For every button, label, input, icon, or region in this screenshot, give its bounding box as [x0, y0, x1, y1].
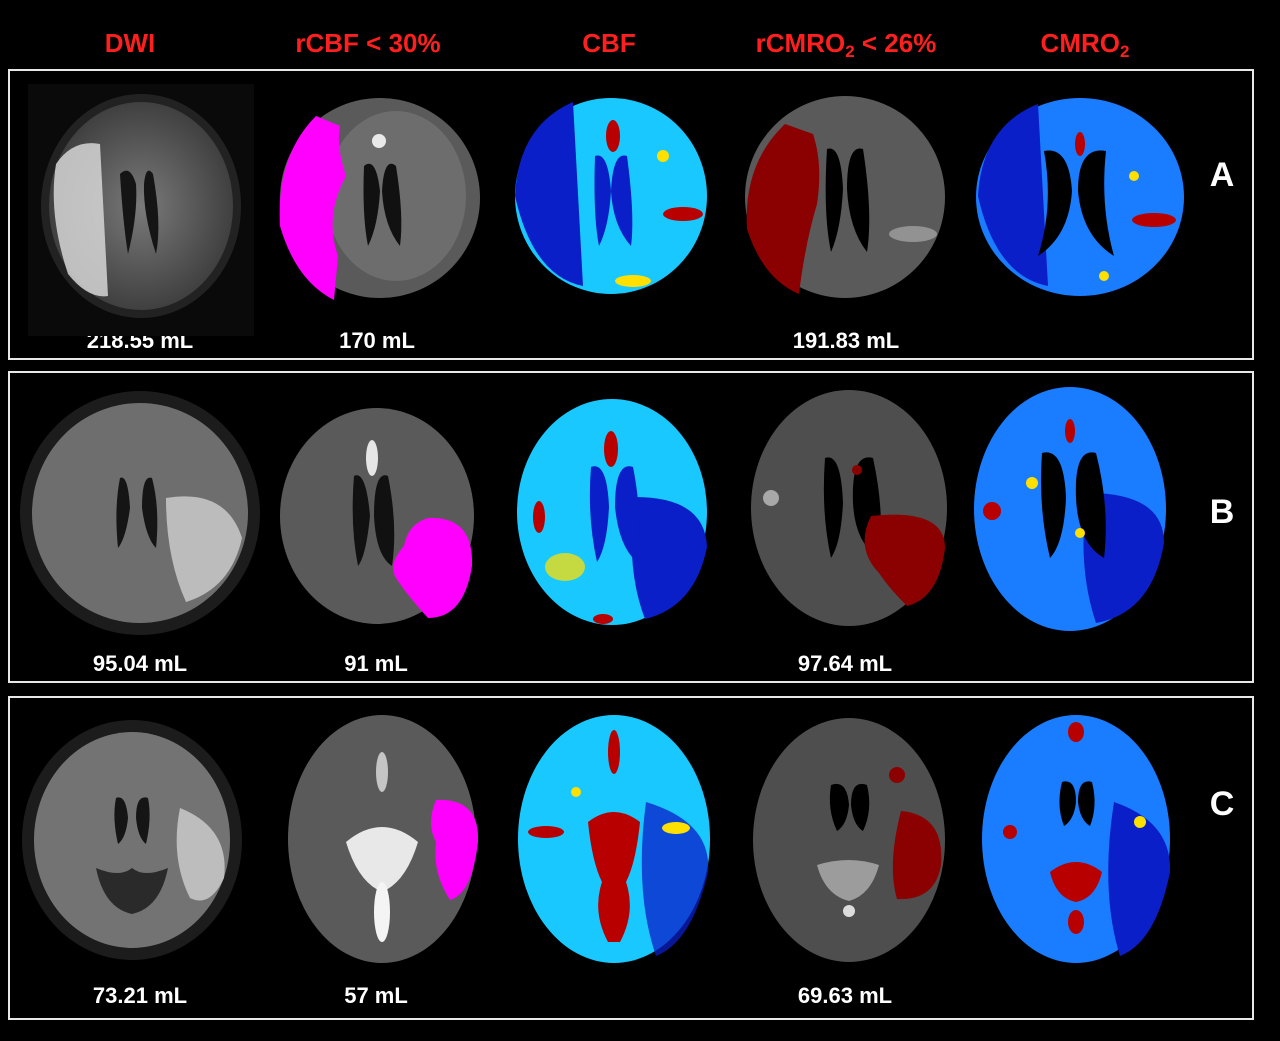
column-header-cmro2: CMRO2 [1041, 28, 1130, 62]
rcbf-volume-b: 91 mL [344, 651, 408, 676]
cmro2-subscript: 2 [1119, 42, 1130, 61]
row-frame-a [8, 69, 1254, 360]
dwi-volume-b: 95.04 mL [92, 651, 188, 676]
rcbf-map-b [278, 406, 476, 626]
dwi-volume-c: 73.21 mL [92, 983, 188, 1008]
column-header-rcbf: rCBF < 30% [295, 28, 441, 58]
column-header-dwi: DWI [104, 28, 156, 58]
rcmro2-map-c [751, 715, 947, 965]
rcmro2-threshold: < 26% [854, 28, 937, 58]
dwi-scan-a [28, 84, 254, 336]
rcmro2-volume-c: 69.63 mL [797, 983, 893, 1008]
rcbf-map-a [276, 96, 484, 300]
rcmro2-volume-b: 97.64 mL [797, 651, 893, 676]
dwi-scan-c [20, 718, 244, 962]
rcbf-volume-a: 170 mL [339, 328, 415, 353]
row-label-a: A [1209, 156, 1235, 194]
cmro2-label: CMRO [1040, 28, 1120, 58]
row-frame-c [8, 696, 1254, 1020]
rcmro2-map-b [749, 388, 949, 628]
rcmro2-volume-a: 191.83 mL [792, 328, 900, 353]
cbf-map-c [516, 712, 712, 966]
dwi-scan-b [16, 388, 264, 638]
row-label-c: C [1209, 785, 1235, 823]
rcmro2-label: rCMRO [755, 28, 846, 58]
cmro2-map-b [972, 383, 1168, 635]
cmro2-map-c [980, 712, 1172, 966]
rcmro2-subscript: 2 [845, 42, 855, 61]
column-header-cbf: CBF [582, 28, 636, 58]
rcbf-map-c [286, 712, 478, 966]
row-frame-b [8, 371, 1254, 683]
cbf-map-a [513, 96, 709, 296]
cbf-map-b [515, 397, 709, 627]
cmro2-map-a [974, 96, 1186, 298]
row-label-b: B [1209, 493, 1235, 531]
rcbf-volume-c: 57 mL [344, 983, 408, 1008]
rcmro2-map-a [743, 94, 947, 300]
column-header-rcmro2: rCMRO2 < 26% [756, 28, 937, 62]
